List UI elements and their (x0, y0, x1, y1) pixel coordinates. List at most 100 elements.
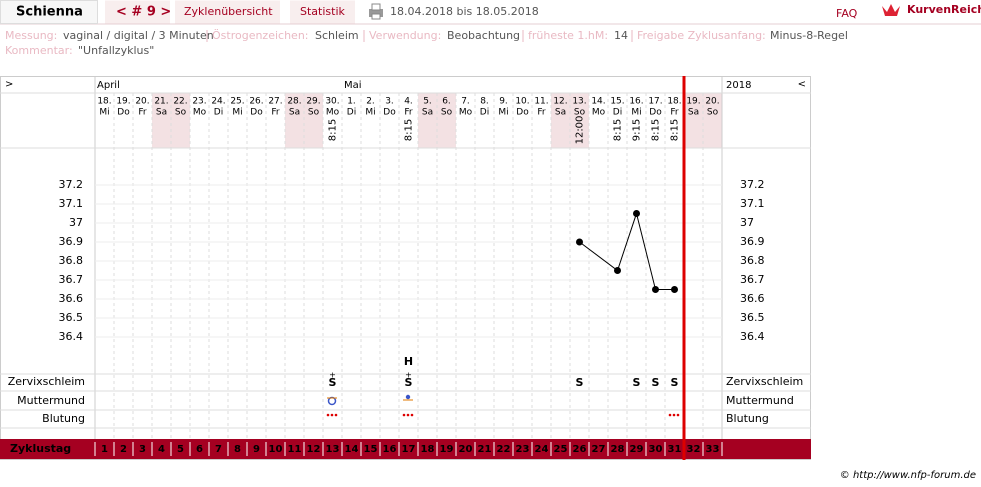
logo-icon[interactable] (882, 4, 900, 16)
nav-box[interactable] (105, 0, 170, 24)
tab[interactable]: Zyklenübersicht (184, 5, 273, 18)
weekend-shade (684, 93, 703, 148)
observation-sup: + (329, 371, 336, 380)
weekday: So (308, 108, 320, 118)
y-tick-label: 37 (69, 216, 83, 229)
day: 17. (648, 97, 662, 107)
time: 8:15 (670, 119, 681, 141)
weekday: Mi (99, 108, 109, 118)
cycle-day: 10 (269, 444, 283, 455)
temperature-point (671, 286, 678, 293)
y-tick-label: 36.7 (740, 273, 765, 286)
day: 4. (404, 97, 413, 107)
day: 18. (97, 97, 111, 107)
weekday: Fr (537, 108, 546, 118)
day: 28. (287, 97, 301, 107)
cycle-day: 11 (288, 444, 302, 455)
row-label: Blutung (726, 412, 769, 425)
cycle-day: 12 (307, 444, 321, 455)
day: 3. (385, 97, 394, 107)
weekday: Mi (365, 108, 375, 118)
day: 2. (366, 97, 375, 107)
time: 8:15 (651, 119, 662, 141)
day: 8. (480, 97, 489, 107)
row-label: Blutung (42, 412, 85, 425)
cycle-day: 27 (592, 444, 606, 455)
info-label: Messung: (5, 29, 57, 42)
day: 11. (534, 97, 548, 107)
tab[interactable]: Statistik (300, 5, 346, 18)
cycle-day: 6 (196, 444, 203, 455)
cycle-day: 2 (120, 444, 127, 455)
day: 13. (572, 97, 586, 107)
day: 23. (192, 97, 206, 107)
weekday: Sa (555, 108, 566, 118)
cycle-day: 18 (421, 444, 435, 455)
cycle-day: 24 (535, 444, 549, 455)
time: 8:15 (613, 119, 624, 141)
info-label: Östrogenzeichen: (212, 29, 309, 42)
cycle-day: 23 (516, 444, 530, 455)
observation: S (652, 376, 660, 389)
day: 7. (461, 97, 470, 107)
y-tick-label: 36.8 (740, 254, 765, 267)
weekend-shade (304, 93, 323, 148)
info-label: Kommentar: (5, 44, 73, 57)
month: April (97, 80, 120, 91)
weekday: So (441, 108, 453, 118)
weekday: Do (383, 108, 396, 118)
cycle-day: 33 (706, 444, 720, 455)
weekday: Do (250, 108, 263, 118)
weekday: So (707, 108, 719, 118)
faq-link[interactable]: FAQ (836, 7, 858, 20)
y-tick-label: 37.1 (740, 197, 765, 210)
y-tick-label: 36.9 (740, 235, 765, 248)
info-label: früheste 1.hM: (528, 29, 608, 42)
observation: S (329, 376, 337, 389)
chart-frame (0, 76, 811, 460)
weekend-shade (285, 93, 304, 148)
nav-next: < (798, 79, 806, 90)
user-name: Schienna (16, 5, 83, 20)
info-value: Minus-8-Regel (770, 29, 848, 42)
weekday: Di (214, 108, 223, 118)
weekday: Mo (592, 108, 606, 118)
cycle-day: 15 (364, 444, 378, 455)
weekend-shade (171, 93, 190, 148)
weekend-shade (551, 93, 570, 148)
weekday: Mi (498, 108, 508, 118)
weekday: Fr (404, 108, 413, 118)
y-tick-label: 36.9 (59, 235, 84, 248)
logo[interactable]: KurvenReich (907, 3, 981, 16)
printer-icon[interactable] (369, 3, 383, 20)
info-label: Freigabe Zyklusanfang: (637, 29, 766, 42)
y-tick-label: 36.5 (740, 311, 765, 324)
weekday: Fr (271, 108, 280, 118)
weekday: Mi (631, 108, 641, 118)
temperature-point (633, 210, 640, 217)
cycle-day: 3 (139, 444, 146, 455)
row-label: Zervixschleim (726, 375, 803, 388)
day: 18. (667, 97, 681, 107)
cycle-day: 32 (687, 444, 701, 455)
month: Mai (344, 80, 362, 91)
tab-box[interactable] (290, 0, 355, 24)
y-tick-label: 37.2 (59, 178, 84, 191)
observation: S (671, 376, 679, 389)
weekday: Fr (670, 108, 679, 118)
weekday: Mo (459, 108, 473, 118)
info-value: "Unfallzyklus" (78, 44, 154, 57)
day: 20. (705, 97, 719, 107)
row-label: Zervixschleim (8, 375, 85, 388)
time: 8:15 (328, 119, 339, 141)
weekend-shade (152, 93, 171, 148)
nav-prev[interactable]: > (5, 79, 13, 90)
day: 27. (268, 97, 282, 107)
cycle-nav[interactable]: < # 9 > (116, 5, 171, 20)
footer: © http://www.nfp-forum.de (840, 470, 976, 481)
weekend-shade (703, 93, 722, 148)
tab-box[interactable] (175, 0, 280, 24)
info-value: 14 (614, 29, 628, 42)
cycle-day: 14 (345, 444, 359, 455)
